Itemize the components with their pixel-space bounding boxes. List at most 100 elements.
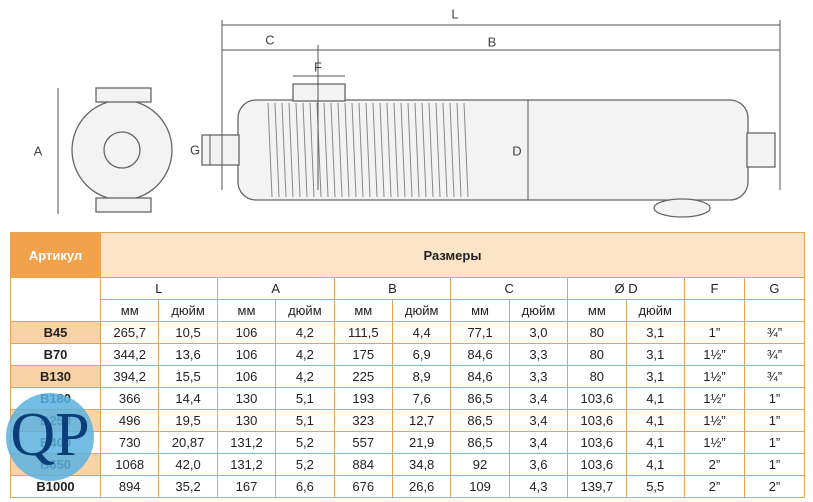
coil-line: [323, 102, 329, 198]
row: B650106842,0131,25,288434,8923,6103,64,1…: [10, 453, 806, 476]
cell: 4,2: [275, 321, 335, 344]
cell: Ø D: [567, 277, 685, 300]
cell: ¾”: [743, 321, 806, 344]
coil-line: [281, 102, 287, 198]
cell: 4,1: [625, 387, 685, 410]
logo-text: QP: [10, 401, 89, 469]
cell: 3,3: [508, 365, 569, 388]
cell: 7,6: [391, 387, 452, 410]
cell: 106: [216, 343, 277, 366]
cell: 1½”: [683, 431, 745, 454]
cell: 344,2: [99, 343, 160, 366]
coil-line: [386, 102, 392, 198]
port: [103, 131, 141, 169]
cell: 3,1: [625, 365, 685, 388]
coil-line: [337, 102, 343, 198]
cell: 139,7: [567, 475, 627, 498]
coil-line: [330, 102, 336, 198]
coil-line: [463, 102, 469, 198]
cell: мм: [450, 299, 510, 322]
cell: 3,1: [625, 343, 685, 366]
cell: 80: [567, 365, 627, 388]
technical-drawing: A L C B F D G: [34, 6, 781, 218]
cell: ¾”: [743, 365, 806, 388]
cell: 3,4: [508, 409, 569, 432]
outlet: [746, 132, 776, 168]
cell: мм: [567, 299, 627, 322]
cell: 109: [450, 475, 510, 498]
cell: ¾”: [743, 343, 806, 366]
cell: 1”: [743, 431, 806, 454]
cell: 19,5: [158, 409, 218, 432]
row: B45 265,7 10,5 106 4,2 111,5 4,4 77,1 3,0 80 3,1 1”…: [10, 321, 806, 344]
cell: 3,4: [508, 431, 569, 454]
cell: 5,2: [275, 431, 335, 454]
cell: 34,8: [391, 453, 452, 476]
cell: 1”: [743, 453, 806, 476]
cell: 175: [333, 343, 393, 366]
cell: 3,0: [508, 321, 569, 344]
cell: 1”: [743, 409, 806, 432]
dim-label: F: [314, 59, 322, 74]
cell: 884: [333, 453, 393, 476]
coil-line: [302, 102, 308, 198]
cell: 4,1: [625, 409, 685, 432]
cell: 1½”: [683, 343, 745, 366]
cell: 225: [333, 365, 393, 388]
cell: 4,2: [275, 343, 335, 366]
row: Артикул Размеры: [10, 232, 805, 278]
coil-line: [407, 102, 413, 198]
cell: 106: [216, 321, 277, 344]
cell: 4,1: [625, 431, 685, 454]
cell: 26,6: [391, 475, 452, 498]
cell: дюйм: [158, 299, 218, 322]
coil-line: [295, 102, 301, 198]
cell: B45: [10, 321, 101, 344]
cell: 193: [333, 387, 393, 410]
coil-line: [435, 102, 441, 198]
dim-label: B: [488, 34, 497, 49]
cell: 20,87: [158, 431, 218, 454]
cell: 130: [216, 409, 277, 432]
cell: 84,6: [450, 343, 510, 366]
cell: дюйм: [508, 299, 569, 322]
cell: [683, 299, 745, 322]
cell: B130: [10, 365, 101, 388]
coil-line: [379, 102, 385, 198]
cell: 167: [216, 475, 277, 498]
cell: L: [100, 277, 218, 300]
cell: дюйм: [275, 299, 335, 322]
cell: 13,6: [158, 343, 218, 366]
inlet: [201, 134, 240, 166]
dim-label: G: [190, 142, 200, 157]
flange: [95, 197, 152, 213]
cell: 4,1: [625, 453, 685, 476]
row: B18036614,41305,11937,686,53,4103,64,11½…: [10, 387, 806, 410]
cell: 4,4: [391, 321, 452, 344]
cell: 1½”: [683, 365, 745, 388]
cell: 103,6: [567, 431, 627, 454]
cell: 35,2: [158, 475, 218, 498]
cell: [743, 299, 806, 322]
cell: Артикул: [10, 232, 101, 278]
cell: 14,4: [158, 387, 218, 410]
flange: [95, 87, 152, 103]
cell: A: [216, 277, 335, 300]
coil-line: [267, 102, 273, 198]
row: мм дюйм мм дюйм мм дюйм мм дюйм мм дюйм: [11, 299, 806, 322]
cell: 3,3: [508, 343, 569, 366]
cell: [10, 277, 101, 322]
cell: мм: [216, 299, 277, 322]
cell: B70: [10, 343, 101, 366]
coil-line: [309, 102, 315, 198]
cell: 131,2: [216, 431, 277, 454]
cell: 80: [567, 343, 627, 366]
cell: 496: [99, 409, 160, 432]
cell: 4,3: [508, 475, 569, 498]
cell: 21,9: [391, 431, 452, 454]
row: B1000 894 35,2 167 6,6 676 26,6 109 4,3 139,7 5,5 2…: [10, 475, 806, 498]
cell: 6,6: [275, 475, 335, 498]
row: B130 394,2 15,5 106 4,2 225 8,9 84,6 3,3 80 3,1 1½”…: [10, 365, 806, 388]
